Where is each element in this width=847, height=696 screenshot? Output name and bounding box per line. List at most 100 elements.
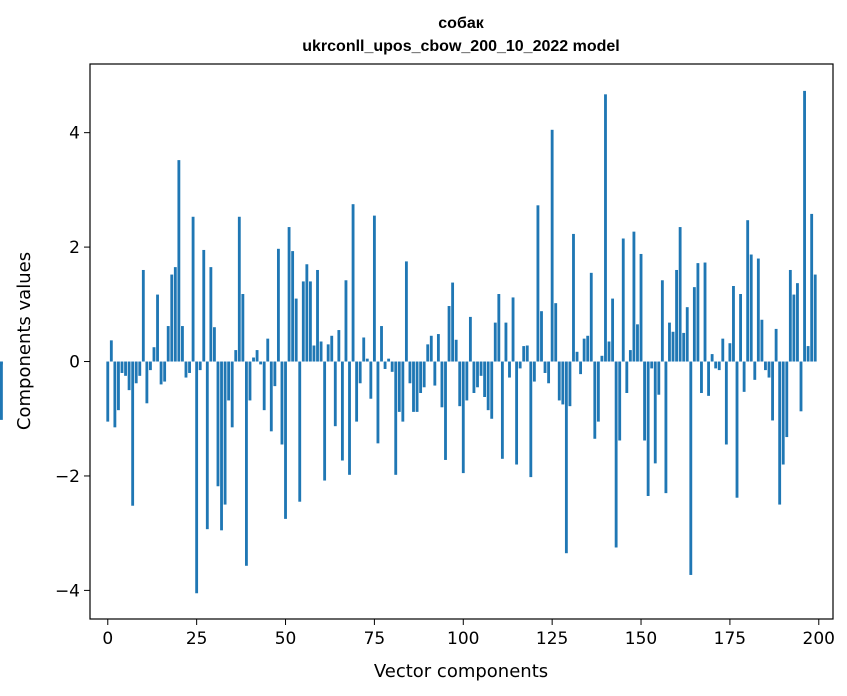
bar (255, 350, 259, 362)
bar (372, 215, 376, 362)
x-tick-label: 0 (102, 629, 113, 649)
bar (120, 361, 124, 373)
bar (575, 351, 579, 362)
bar (600, 355, 604, 362)
plot-frame (89, 63, 834, 620)
bar (134, 361, 138, 384)
bar (426, 344, 430, 362)
bar (728, 343, 732, 362)
bar (106, 361, 110, 422)
bar (493, 322, 497, 362)
bar (486, 361, 490, 411)
bar (0, 361, 3, 420)
bar (472, 361, 476, 393)
bar (266, 338, 270, 362)
bar (557, 361, 561, 401)
bar (703, 262, 707, 362)
bar (653, 361, 657, 464)
x-tick-label: 100 (447, 629, 479, 649)
bar (796, 283, 799, 362)
bar (764, 361, 767, 371)
bar (749, 254, 753, 362)
x-axis-ticks: 0 25 50 75 100 125 150 175 200 (102, 619, 835, 649)
bar (436, 334, 440, 362)
bar (330, 335, 334, 362)
bar (184, 361, 188, 378)
bar (383, 361, 387, 369)
bar (141, 269, 145, 362)
bar (483, 361, 487, 397)
bar (291, 251, 295, 362)
bar (195, 361, 199, 594)
bar (689, 361, 693, 575)
x-tick-label: 25 (186, 629, 208, 649)
bar (771, 361, 774, 421)
bar (500, 361, 504, 459)
bar (312, 345, 316, 362)
bar (593, 361, 597, 439)
bar (813, 274, 817, 362)
bar (390, 361, 394, 372)
bar (181, 326, 184, 362)
bar (117, 361, 120, 411)
bar (657, 361, 661, 395)
bar (753, 361, 757, 380)
bar (479, 361, 483, 376)
bar (468, 316, 472, 362)
bar (760, 319, 764, 362)
bar (245, 361, 248, 566)
bar (308, 281, 312, 362)
bar (230, 361, 234, 428)
bar (611, 298, 615, 362)
bar (365, 358, 369, 362)
bar (323, 361, 327, 481)
bar (511, 297, 515, 362)
bar (170, 274, 174, 362)
bar (465, 361, 469, 401)
x-axis-label: Vector components (374, 661, 548, 682)
bar (380, 326, 383, 362)
bar (227, 361, 231, 401)
bar (515, 361, 519, 465)
bar (490, 361, 494, 419)
bar (337, 330, 341, 362)
chart-title: собак (438, 15, 484, 32)
bar (632, 231, 636, 362)
bar (287, 227, 291, 362)
bar (397, 361, 401, 412)
bar (678, 227, 682, 362)
bar (166, 326, 170, 362)
bar (269, 361, 273, 432)
bar (664, 361, 668, 494)
bar (319, 341, 323, 362)
bar (447, 306, 451, 362)
bar (792, 294, 796, 362)
bar (746, 220, 750, 362)
bar (739, 294, 742, 362)
chart-subtitle: ukrconll_upos_cbow_200_10_2022 model (302, 38, 619, 55)
bar (273, 361, 277, 387)
x-tick-label: 200 (803, 629, 835, 649)
bar (643, 361, 646, 441)
bar (518, 361, 522, 369)
bar (355, 361, 359, 422)
bar (714, 361, 718, 369)
bar (412, 361, 415, 412)
y-tick-label: 2 (69, 238, 80, 258)
bar (163, 361, 167, 382)
bar (351, 204, 355, 362)
bar (369, 361, 373, 399)
bar (444, 361, 447, 460)
bar (451, 282, 455, 362)
bar (639, 253, 643, 362)
bar (458, 361, 462, 407)
bar (408, 361, 412, 384)
bar (216, 361, 220, 487)
y-tick-label: 0 (69, 353, 80, 373)
bar (340, 361, 344, 461)
bar (721, 338, 725, 362)
bar (202, 249, 206, 362)
bar (621, 238, 625, 362)
